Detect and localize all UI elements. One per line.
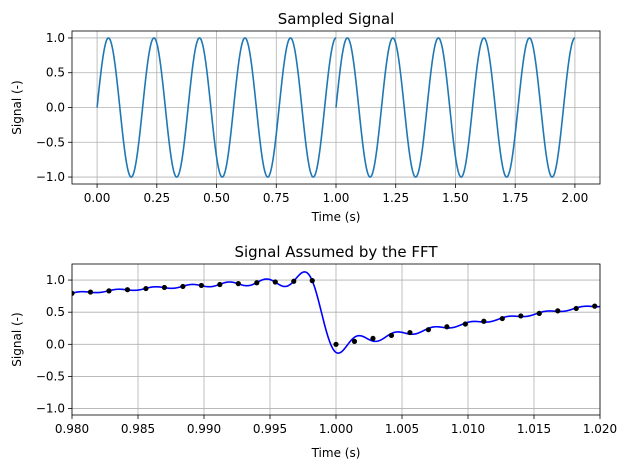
sample-point	[499, 315, 505, 322]
sample-point	[444, 324, 450, 330]
sample-point	[388, 332, 395, 339]
sample-point	[124, 287, 131, 293]
sample-point	[180, 283, 186, 290]
panel-sampled-signal: Sampled Signal 0.00 0.25 0.50 0.75 1.00 1.25 1…	[10, 10, 601, 224]
x-tick-label: 0.990	[187, 422, 221, 436]
x-tick-label: 0.995	[253, 422, 287, 436]
x-tick-label: 0.50	[203, 191, 230, 205]
sample-point	[407, 329, 413, 336]
sample-point	[309, 278, 315, 284]
x-tick-label: 0.25	[143, 191, 170, 205]
sample-point	[235, 281, 241, 287]
x-tick-label: 1.010	[451, 422, 485, 436]
sample-point	[573, 305, 579, 312]
sample-point	[217, 281, 223, 288]
y-tick-label: 0.0	[46, 101, 65, 115]
sample-point	[536, 310, 542, 316]
sample-point	[291, 278, 297, 284]
y-tick-label: −1.0	[36, 170, 65, 184]
sample-point	[555, 308, 561, 314]
y-tick-label: 0.0	[46, 337, 65, 351]
chart-title: Signal Assumed by the FFT	[234, 243, 438, 261]
sample-point	[106, 288, 112, 294]
x-tick-label: 1.015	[517, 422, 551, 436]
sample-point	[72, 290, 75, 296]
x-tick-label: 1.005	[385, 422, 419, 436]
x-tick-label: 0.00	[84, 191, 111, 205]
y-tick-label: 1.0	[46, 31, 65, 45]
sample-point	[351, 338, 358, 344]
sample-point	[254, 280, 260, 286]
y-tick-label: 0.5	[46, 66, 65, 80]
x-tick-label: 1.75	[502, 191, 529, 205]
x-tick-label: 1.00	[323, 191, 350, 205]
x-tick-label: 0.75	[263, 191, 290, 205]
sample-point	[425, 327, 431, 333]
sample-point	[333, 341, 339, 347]
chart-title: Sampled Signal	[278, 10, 395, 28]
x-axis-label: Time (s)	[311, 210, 361, 224]
y-tick-label: −0.5	[36, 369, 65, 383]
sample-point	[272, 279, 278, 285]
y-tick-label: 0.5	[46, 305, 65, 319]
sample-point	[198, 282, 204, 289]
sample-point	[161, 284, 167, 291]
x-axis-label: Time (s)	[311, 446, 361, 460]
y-axis-label: Signal (-)	[10, 80, 24, 134]
series-line-signal	[96, 37, 337, 178]
x-tick-label: 1.000	[319, 422, 353, 436]
x-tick-label: 1.020	[583, 422, 617, 436]
x-tick-label: 1.50	[442, 191, 469, 205]
y-axis-label: Signal (-)	[10, 312, 24, 366]
series-line-signal	[335, 37, 576, 178]
x-tick-label: 0.985	[121, 422, 155, 436]
sample-point	[592, 303, 598, 309]
x-tick-label: 0.980	[55, 422, 89, 436]
y-tick-label: −1.0	[36, 402, 65, 416]
y-tick-label: 1.0	[46, 273, 65, 287]
series-line-interpolated	[72, 271, 600, 354]
panel-signal-assumed-by-fft: Signal Assumed by the FFT 0.980 0.985 0.99…	[10, 243, 617, 460]
sample-point	[87, 289, 94, 295]
x-tick-label: 2.00	[562, 191, 589, 205]
sample-point	[518, 313, 524, 319]
sample-point	[143, 285, 149, 292]
sample-point	[481, 318, 487, 324]
sample-point	[462, 321, 468, 327]
x-tick-label: 1.25	[382, 191, 409, 205]
y-tick-label: −0.5	[36, 135, 65, 149]
sample-point	[370, 335, 376, 342]
